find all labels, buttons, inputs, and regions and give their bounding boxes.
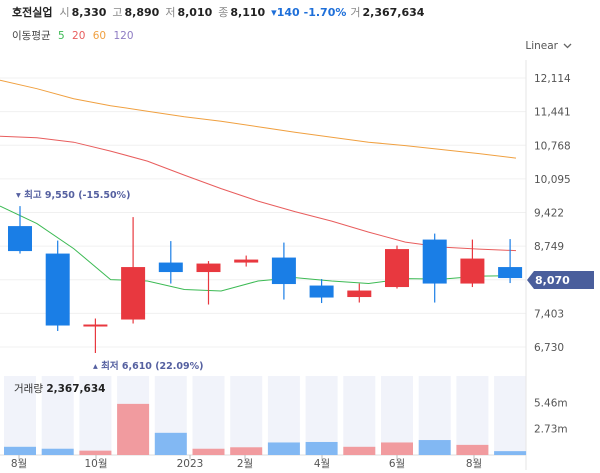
volume-bar <box>343 446 376 455</box>
candles <box>8 206 523 353</box>
volume-bars <box>4 403 527 455</box>
volume-bar <box>41 448 74 455</box>
x-tick-label: 8월 <box>466 458 482 470</box>
x-tick-label: 2023 <box>177 458 204 470</box>
candle-body <box>83 324 108 327</box>
volume-panel-title: 거래량 <box>14 383 43 395</box>
candle-body <box>347 290 372 298</box>
candle-body <box>234 259 259 263</box>
open-label: 시 <box>59 6 70 19</box>
low-label: 저 <box>165 6 176 19</box>
candle-body <box>271 257 296 285</box>
candle-body <box>8 226 32 252</box>
stock-name: 호전실업 <box>12 6 53 19</box>
y-tick-label: 8,749 <box>534 241 564 253</box>
stock-header: 호전실업 시 8,330 고 8,890 저 8,010 종 8,110 ▾14… <box>12 4 430 20</box>
volume-bar <box>494 451 527 455</box>
y-tick-label: 6,730 <box>534 342 564 354</box>
x-tick-label: 6월 <box>389 458 405 470</box>
volume-bar <box>267 442 300 455</box>
close-value: 8,110 <box>230 5 266 19</box>
volume-column-bg <box>381 376 413 455</box>
high-label: 고 <box>112 6 123 19</box>
volume-column-bg <box>494 376 527 455</box>
ma-20-label: 20 <box>72 30 86 42</box>
y-tick-label: 10,095 <box>534 174 571 186</box>
open-value: 8,330 <box>71 5 107 19</box>
volume-column-bg <box>41 376 74 455</box>
volume-tick-label: 5.46m <box>534 397 568 409</box>
y-axis: 12,114 11,441 10,768 10,095 9,422 8,749 7,403 6… <box>534 73 571 436</box>
high-value: 8,890 <box>124 5 160 19</box>
candle-body <box>385 249 409 288</box>
ma-60-line <box>0 79 517 159</box>
x-tick-label: 10월 <box>84 458 107 470</box>
volume-bar <box>192 448 225 455</box>
candle-body <box>460 258 485 284</box>
max-price-label: ▾ 최고 9,550 (-15.50%) <box>16 189 130 201</box>
annotations: ▾ 최고 9,550 (-15.50%) ▴ 최저 6,610 (22.09%) 8… <box>16 189 594 372</box>
candle-body <box>196 263 221 273</box>
ma-120-label: 120 <box>113 30 134 42</box>
ma-5-label: 5 <box>57 30 65 42</box>
volume-bar <box>79 450 112 455</box>
ma-60-label: 60 <box>92 30 107 42</box>
volume-bar <box>154 432 187 455</box>
volume-bar <box>230 447 263 455</box>
chevron-down-icon <box>563 43 572 49</box>
last-price-label: 8,070 <box>535 274 570 287</box>
min-price-label: ▴ 최저 6,610 (22.09%) <box>93 360 203 372</box>
volume-column-bg <box>456 376 489 455</box>
y-tick-label: 11,441 <box>534 107 571 119</box>
volume-panel-value: 2,367,634 <box>46 383 106 395</box>
volume-label: 거 <box>350 6 361 19</box>
change-value: ▾140 <box>271 5 300 19</box>
last-price-tag <box>527 271 594 290</box>
scale-label: Linear <box>525 40 558 52</box>
volume-column-bg <box>230 376 263 455</box>
volume-column-bg <box>4 376 36 455</box>
candle-body <box>158 262 183 273</box>
volume-tick-label: 2.73m <box>534 424 568 436</box>
candle-body <box>498 267 523 279</box>
volume-panel-label: 거래량 2,367,634 <box>14 381 105 396</box>
volume-bar <box>456 444 489 455</box>
volume-bar <box>117 403 150 455</box>
volume-column-bg <box>192 376 225 455</box>
close-label: 종 <box>218 6 229 19</box>
candle-body <box>422 239 447 284</box>
volume-column-bg <box>343 376 376 455</box>
y-tick-label: 12,114 <box>534 73 571 85</box>
change-percent: -1.70% <box>303 5 347 19</box>
candle-body <box>121 267 146 320</box>
candle-body <box>309 285 334 298</box>
volume-background <box>4 376 527 455</box>
ma-legend-label: 이동평균 <box>12 30 51 42</box>
volume-column-bg <box>305 376 338 455</box>
volume-bar <box>4 446 36 455</box>
scale-selector[interactable]: Linear <box>525 40 572 52</box>
y-tick-label: 10,768 <box>534 140 571 152</box>
volume-column-bg <box>267 376 300 455</box>
moving-average-legend: 이동평균 5 20 60 120 <box>12 28 138 43</box>
y-tick-label: 9,422 <box>534 208 564 220</box>
low-value: 8,010 <box>177 5 213 19</box>
volume-bar <box>305 441 338 455</box>
candle-body <box>45 253 70 326</box>
x-tick-label: 2월 <box>237 458 253 470</box>
volume-column-bg <box>79 376 112 455</box>
volume-value: 2,367,634 <box>362 5 425 19</box>
y-tick-label: 7,403 <box>534 308 564 320</box>
x-axis: 8월 10월 2023 2월 4월 6월 8월 <box>11 455 482 470</box>
x-tick-label: 8월 <box>11 458 27 470</box>
volume-bar <box>381 442 413 455</box>
x-tick-label: 4월 <box>314 458 330 470</box>
volume-bar <box>418 440 451 455</box>
